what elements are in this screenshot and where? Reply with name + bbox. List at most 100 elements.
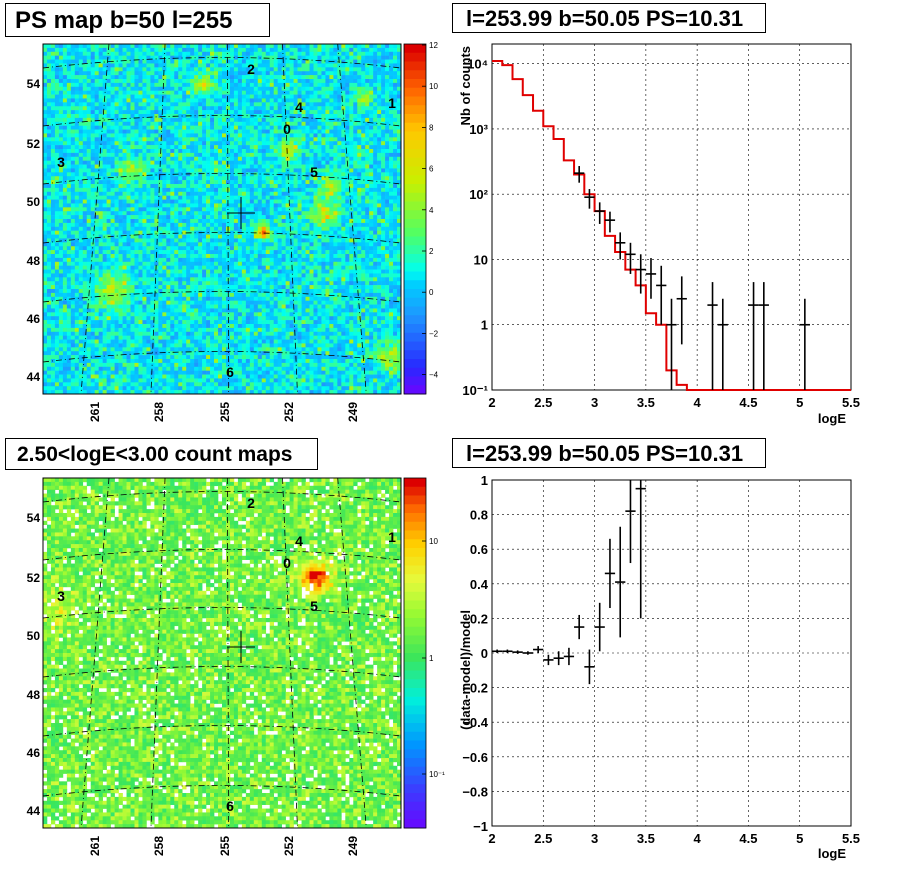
colorbar-band [404, 626, 426, 636]
colorbar-band [404, 70, 426, 80]
y-tick-label: 54 [27, 77, 41, 91]
x-tick-label: 4.5 [739, 395, 757, 410]
data-point [645, 258, 657, 299]
source-label: 2 [247, 495, 255, 511]
colorbar-band [404, 583, 426, 593]
residuals-title: l=253.99 b=50.05 PS=10.31 [452, 438, 766, 468]
source-label: 3 [57, 588, 65, 604]
longitude-line [226, 43, 230, 395]
source-label: 5 [310, 598, 318, 614]
colorbar-tick-label: 6 [429, 165, 434, 174]
x-tick-label: 255 [218, 402, 232, 422]
y-tick-label: 48 [27, 688, 41, 702]
colorbar-band [404, 548, 426, 558]
residual-point [522, 651, 534, 655]
colorbar-band [404, 122, 426, 132]
residual-point [512, 650, 523, 654]
residuals-panel: 2 2.5 3 3.5 4 4.5 5 5.5 1 0.8 0.6 0.4 0.2 0 −0.2 −0.4 −0… [458, 473, 860, 861]
colorbar-band [404, 495, 426, 505]
data-point [799, 298, 810, 390]
residual-point [502, 649, 513, 653]
y-axis-label: (data-model)/model [458, 610, 473, 730]
y-tick-label: 10² [469, 187, 488, 202]
residual-point [533, 646, 544, 653]
y-tick-label: −0.8 [462, 784, 488, 799]
x-tick-label: 249 [346, 402, 360, 422]
source-label: 2 [247, 61, 255, 77]
residual-point [635, 480, 646, 619]
source-label: 4 [295, 533, 303, 549]
residual-point [543, 654, 554, 666]
colorbar-band [404, 350, 426, 360]
data-point [666, 298, 677, 390]
colorbar-band [404, 367, 426, 377]
colorbar-band [404, 96, 426, 106]
source-label: 0 [283, 555, 291, 571]
x-tick-label: 5 [796, 395, 803, 410]
data-point [717, 298, 728, 390]
colorbar-band [404, 618, 426, 628]
y-tick-label: 10⁻¹ [462, 383, 488, 398]
source-label: 1 [388, 95, 396, 111]
x-tick-label: 4.5 [739, 831, 757, 846]
colorbar-band [404, 210, 426, 220]
colorbar-band [404, 705, 426, 715]
colorbar-band [404, 87, 426, 97]
residual-point [492, 649, 503, 653]
colorbar-band [404, 758, 426, 768]
colorbar-band [404, 201, 426, 211]
y-tick-label: 52 [27, 571, 41, 585]
colorbar-band [404, 775, 426, 785]
residual-point [615, 526, 626, 638]
colorbar-band [404, 801, 426, 811]
y-tick-label: 46 [27, 746, 41, 760]
spectrum-title: l=253.99 b=50.05 PS=10.31 [452, 3, 766, 33]
colorbar-band [404, 341, 426, 351]
colorbar-band [404, 766, 426, 776]
y-tick-label: 44 [27, 804, 41, 818]
colorbar-frame [403, 43, 427, 395]
x-tick-label: 5 [796, 831, 803, 846]
source-label: 6 [226, 798, 234, 814]
colorbar-band [404, 600, 426, 610]
y-tick-label: 10 [474, 252, 488, 267]
colorbar-band [404, 52, 426, 62]
colorbar-band [404, 105, 426, 115]
colorbar-band [404, 478, 426, 488]
y-tick-label: 0.6 [470, 542, 488, 557]
residual-point [553, 651, 564, 666]
y-tick-label: 1 [481, 473, 488, 488]
colorbar-band [404, 385, 426, 395]
y-tick-label: 0.8 [470, 508, 488, 523]
x-tick-label: 261 [88, 402, 102, 422]
colorbar-band [404, 653, 426, 663]
x-tick-label: 261 [88, 836, 102, 856]
colorbar-band [404, 140, 426, 150]
source-label: 5 [310, 164, 318, 180]
colorbar-band [404, 591, 426, 601]
colorbar: 12 10 8 6 4 2 0 −2 −4 [403, 41, 439, 395]
x-tick-label: 3.5 [637, 831, 655, 846]
plot-frame [491, 479, 852, 827]
x-tick-label: 249 [346, 836, 360, 856]
x-axis-label: logE [818, 846, 846, 861]
colorbar-band [404, 749, 426, 759]
longitude-line [150, 43, 166, 395]
x-tick-label: 258 [152, 402, 166, 422]
data-point [758, 282, 769, 390]
x-tick-label: 3.5 [637, 395, 655, 410]
colorbar-tick-label: 10⁻¹ [429, 770, 445, 779]
colorbar-band [404, 679, 426, 689]
colorbar-tick-label: 1 [429, 654, 434, 663]
colorbar-band [404, 609, 426, 619]
map-frame [42, 43, 402, 395]
y-tick-label: 50 [27, 195, 41, 209]
colorbar-band [404, 376, 426, 386]
x-axis-label: logE [818, 411, 846, 426]
colorbar-band [404, 784, 426, 794]
colorbar-band [404, 192, 426, 202]
colorbar-band [404, 513, 426, 523]
y-tick-label: −1 [473, 819, 488, 834]
colorbar-band [404, 731, 426, 741]
